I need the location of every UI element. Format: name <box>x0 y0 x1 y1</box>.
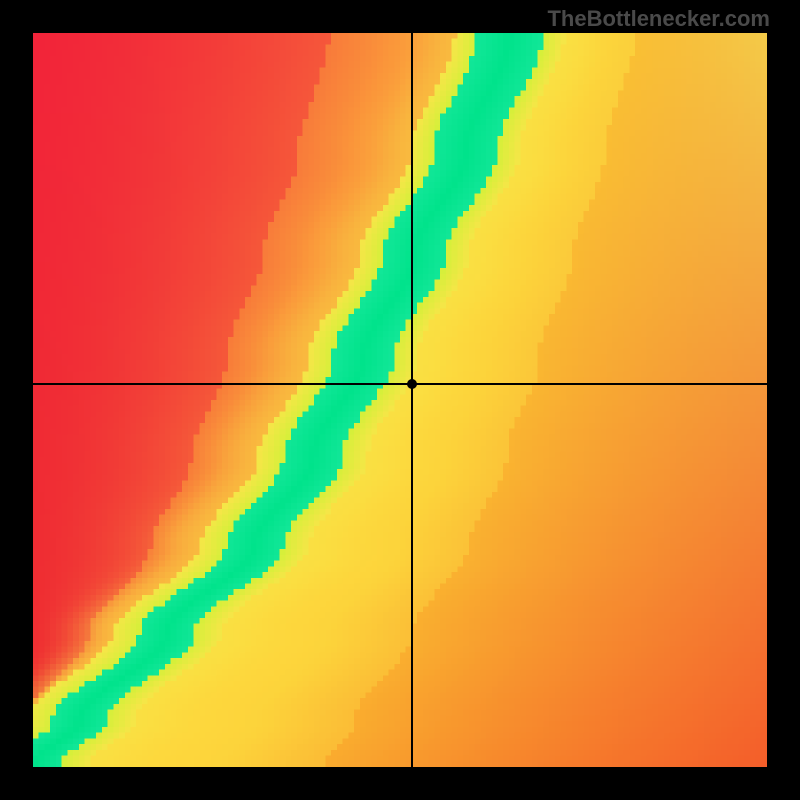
watermark-text: TheBottlenecker.com <box>547 6 770 32</box>
crosshair-vertical <box>411 33 413 767</box>
crosshair-horizontal <box>33 383 767 385</box>
chart-container: TheBottlenecker.com <box>0 0 800 800</box>
bottleneck-heatmap <box>33 33 767 767</box>
crosshair-dot <box>407 379 417 389</box>
